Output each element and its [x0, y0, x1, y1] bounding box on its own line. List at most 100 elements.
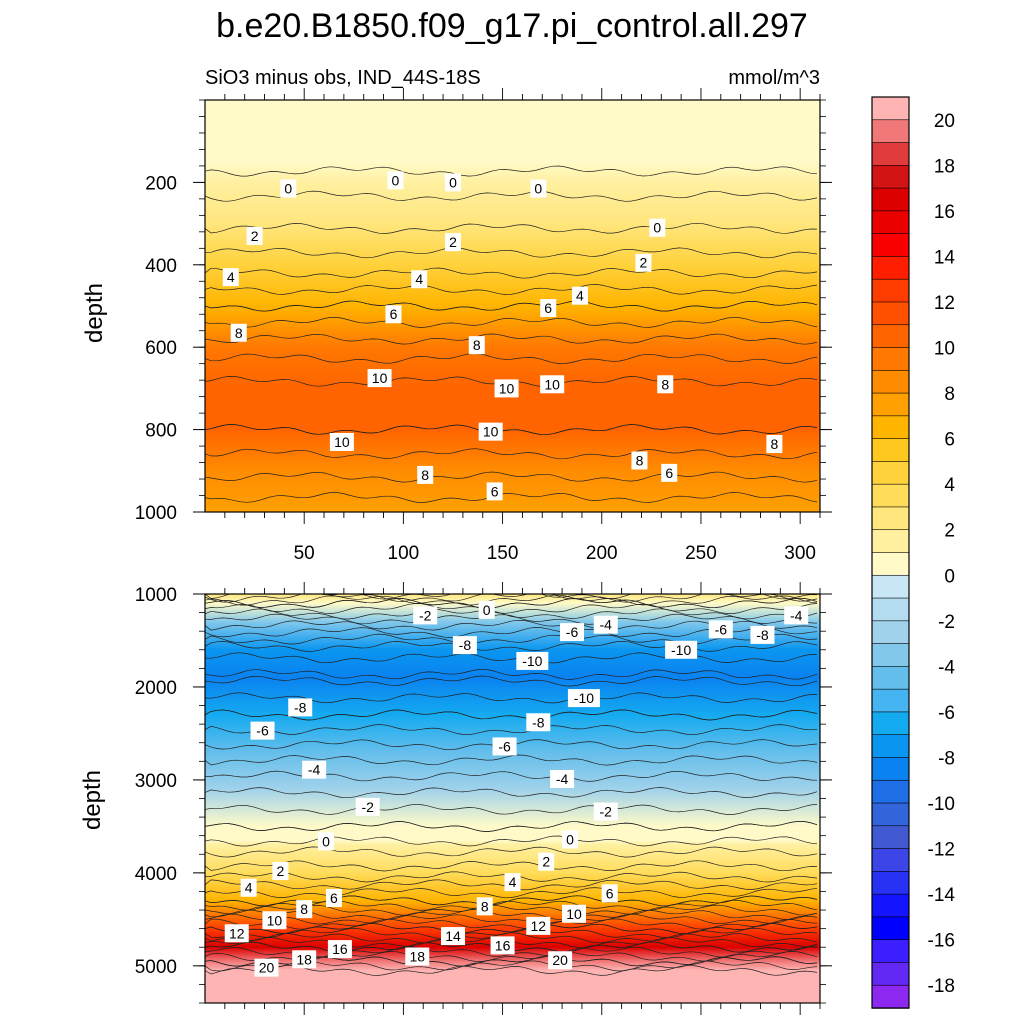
contour-label-box: [478, 600, 495, 619]
lower-contour-label: 6: [325, 888, 342, 907]
colorbar-tick-label: 20: [934, 111, 955, 132]
contour-label-text: -2: [361, 799, 374, 815]
contour-label-box: [540, 299, 557, 318]
upper-contour-label: 0: [444, 173, 461, 192]
colorbar-tick-label: 8: [944, 384, 955, 405]
contour-label-text: 12: [531, 918, 547, 934]
lower-contour-label: 16: [490, 936, 515, 955]
lower-contour-label: 14: [440, 927, 465, 946]
colorbar-swatch: [871, 483, 910, 508]
contour-label-box: [272, 862, 289, 881]
lower-contour-label: -2: [355, 797, 380, 816]
lower-contour-label: 6: [601, 884, 618, 903]
contour-label-box: [631, 451, 648, 470]
contour-label-box: [250, 721, 275, 740]
colorbar-swatch: [871, 369, 910, 394]
contour-label-box: [562, 830, 579, 849]
colorbar-swatch: [871, 96, 910, 121]
upper-contour-label: 6: [486, 482, 503, 501]
contour-label-text: -4: [308, 762, 321, 778]
lower-contour-line: [205, 613, 818, 625]
upper-x-axis: 50 100 150 200 250 300: [224, 88, 821, 564]
contour-label-box: [601, 884, 618, 903]
contour-label-box: [526, 713, 551, 732]
colorbar-swatch: [871, 688, 910, 713]
contour-label-box: [292, 950, 317, 969]
contour-label-text: 10: [334, 434, 350, 450]
colorbar-tick-label: 4: [944, 475, 955, 496]
upper-contour-labels: 0 0 0 0 0 2 2 2 4 4 4 6 6 8 8 8 10 10 10 10 10 8 8 8 6 6: [222, 171, 783, 501]
contour-label-box: [548, 951, 573, 970]
y-tick-label: 400: [145, 256, 177, 277]
contour-label-box: [355, 797, 380, 816]
contour-label-box: [411, 270, 428, 289]
upper-contour-label: 10: [494, 379, 519, 398]
colorbar-swatch: [871, 711, 910, 736]
lower-contour-line: [205, 860, 818, 872]
contour-label-text: 4: [509, 874, 517, 890]
lower-contour-label: 8: [296, 900, 313, 919]
colorbar-swatch: [871, 392, 910, 417]
lower-contour-label: 12: [224, 924, 249, 943]
contour-label-box: [635, 253, 652, 272]
contour-label-box: [562, 904, 586, 923]
colorbar-tick-label: 2: [944, 521, 955, 542]
upper-contour-line: [205, 284, 818, 295]
upper-contour-label: 8: [468, 336, 485, 355]
contour-label-text: -4: [600, 617, 613, 633]
contour-label-text: 6: [544, 300, 552, 316]
colorbar-tick-label: -16: [928, 931, 955, 952]
lower-contour-label: 20: [548, 951, 573, 970]
x-tick-label: 100: [388, 543, 420, 564]
lower-contour-line: [205, 608, 818, 620]
lower-x-axis: [224, 582, 821, 1015]
lower-contour-label: -6: [560, 623, 585, 642]
contour-label-text: 14: [445, 928, 461, 944]
upper-contour-line: [205, 424, 818, 436]
upper-contour-label: 10: [329, 432, 354, 451]
contour-label-box: [417, 465, 434, 484]
contour-label-text: 6: [606, 885, 614, 901]
colorbar-swatch: [871, 324, 910, 349]
contour-label-box: [665, 640, 698, 659]
contour-label-box: [405, 947, 430, 966]
lower-contour-label: -2: [413, 606, 438, 625]
contour-label-box: [452, 636, 477, 655]
chart-title: b.e20.B1850.f09_g17.pi_control.all.297: [216, 7, 808, 45]
colorbar-tick-label: -4: [938, 657, 955, 678]
lower-contour-label: -4: [593, 615, 618, 634]
contour-label-box: [516, 651, 549, 670]
lower-contour-label: -8: [288, 698, 313, 717]
contour-label-text: -10: [671, 642, 691, 658]
contour-label-text: 8: [235, 325, 243, 341]
contour-label-text: 6: [491, 483, 499, 499]
y-tick-label: 3000: [135, 771, 177, 792]
contour-label-box: [661, 463, 678, 482]
colorbar-tick-label: 18: [934, 156, 955, 177]
colorbar-swatch: [871, 506, 910, 531]
contour-label-text: 18: [296, 951, 312, 967]
contour-label-box: [327, 940, 352, 959]
lower-contour-label: 0: [562, 830, 579, 849]
upper-contour-label: 2: [444, 233, 461, 252]
contour-label-text: 0: [392, 172, 400, 188]
colorbar-tick-label: -18: [928, 976, 955, 997]
contour-label-box: [444, 233, 461, 252]
contour-label-box: [560, 623, 585, 642]
x-tick-label: 200: [586, 543, 618, 564]
contour-label-box: [222, 268, 239, 287]
contour-label-text: -10: [522, 653, 542, 669]
lower-contour-line: [205, 594, 818, 603]
contour-label-text: 8: [770, 436, 778, 452]
lower-contour-label: 20: [254, 958, 279, 977]
colorbar-swatch: [871, 552, 910, 576]
contour-label-box: [230, 323, 247, 342]
contour-label-box: [288, 698, 313, 717]
upper-contour-label: 10: [478, 422, 503, 441]
lower-contour-label: 18: [405, 947, 430, 966]
lower-contour-label: 8: [476, 897, 493, 916]
contour-label-text: 8: [481, 898, 489, 914]
contour-label-box: [246, 226, 263, 245]
upper-contour-label: 10: [367, 369, 392, 388]
